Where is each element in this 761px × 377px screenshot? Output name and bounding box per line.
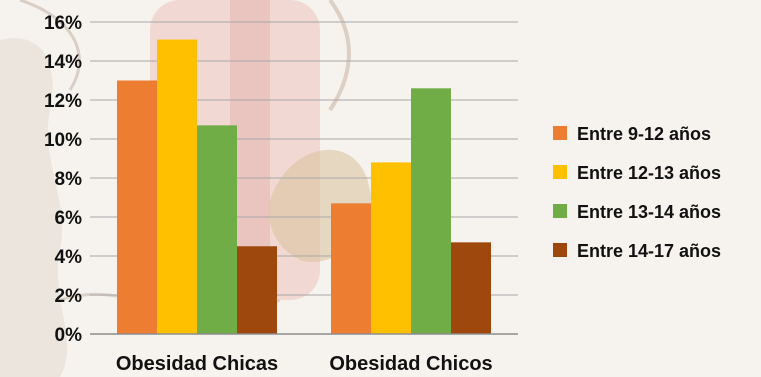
legend-label: Entre 14-17 años: [577, 241, 721, 261]
bar: [157, 39, 197, 335]
y-tick-label: 12%: [44, 91, 82, 112]
y-tick-label: 14%: [44, 52, 82, 73]
y-tick-label: 10%: [44, 130, 82, 151]
bar: [451, 242, 491, 334]
bars: [117, 39, 491, 335]
legend-label: Entre 13-14 años: [577, 202, 721, 222]
legend-swatch: [553, 165, 567, 179]
y-tick-label: 6%: [55, 208, 83, 229]
y-tick-label: 0%: [55, 325, 83, 346]
y-tick-label: 16%: [44, 13, 82, 34]
bar: [117, 80, 157, 334]
y-axis: 0% 2% 4% 6% 8% 10% 12% 14% 16%: [44, 13, 82, 346]
y-tick-label: 4%: [55, 247, 83, 268]
legend-swatch: [553, 126, 567, 140]
y-tick-label: 8%: [55, 169, 83, 190]
legend-label: Entre 12-13 años: [577, 163, 721, 183]
x-category-label: Obesidad Chicas: [116, 353, 278, 375]
bar: [197, 125, 237, 334]
bar: [331, 203, 371, 334]
bar: [411, 88, 451, 334]
bar: [237, 246, 277, 334]
x-axis: Obesidad Chicas Obesidad Chicos: [90, 333, 518, 375]
legend-swatch: [553, 204, 567, 218]
legend-label: Entre 9-12 años: [577, 124, 711, 144]
legend: Entre 9-12 años Entre 12-13 años Entre 13-…: [553, 124, 721, 261]
legend-swatch: [553, 243, 567, 257]
bar: [371, 162, 411, 334]
x-category-label: Obesidad Chicos: [329, 353, 492, 375]
y-tick-label: 2%: [55, 286, 83, 307]
